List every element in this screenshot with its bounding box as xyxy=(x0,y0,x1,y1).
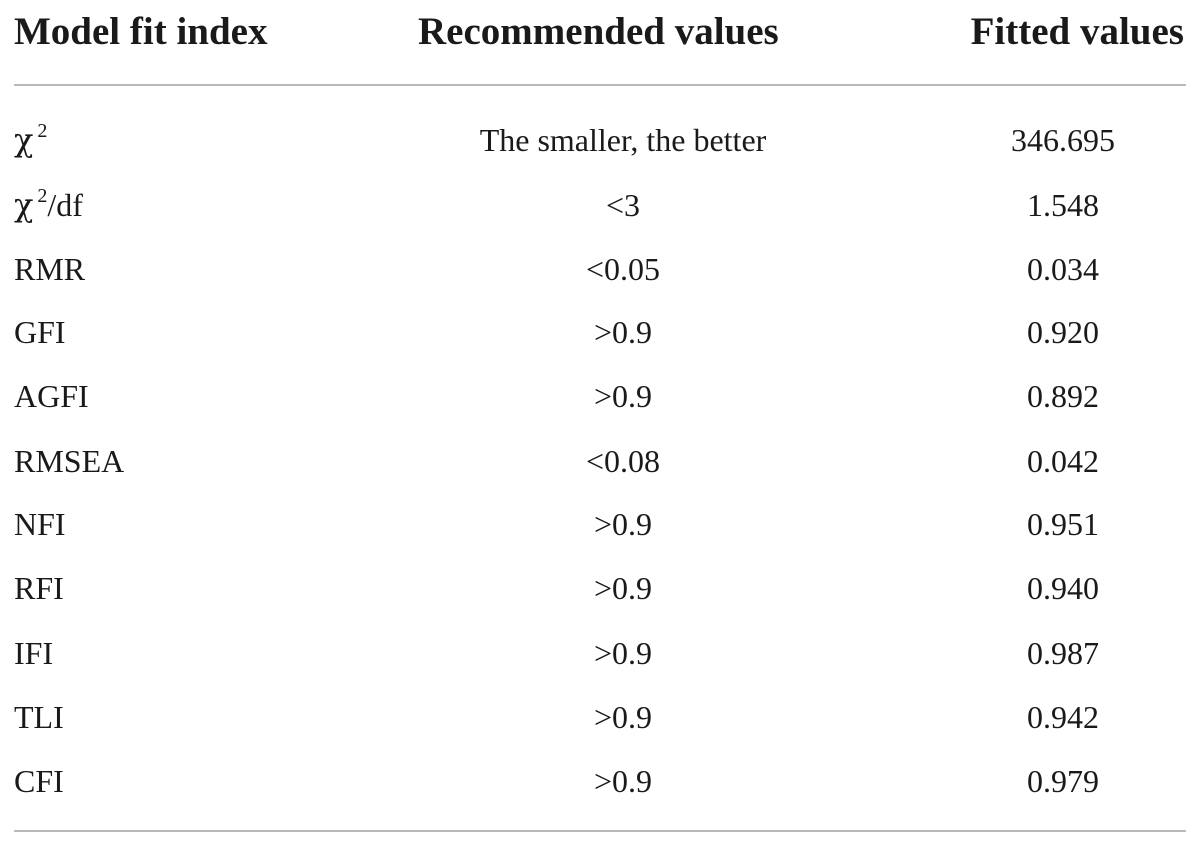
row-recommended: >0.9 xyxy=(593,314,653,350)
row-recommended: >0.9 xyxy=(593,763,653,799)
table-row: AGFI >0.9 0.892 xyxy=(0,364,1200,428)
row-index: CFI xyxy=(14,763,64,799)
row-recommended: >0.9 xyxy=(593,506,653,542)
row-fitted: 0.042 xyxy=(1027,443,1099,479)
row-recommended: >0.9 xyxy=(593,699,653,735)
row-fitted: 346.695 xyxy=(1011,122,1115,158)
header-fitted-values: Fitted values xyxy=(970,10,1184,53)
row-recommended: <0.08 xyxy=(585,443,661,479)
table-row: CFI >0.9 0.979 xyxy=(0,749,1200,813)
row-index: RMR xyxy=(14,251,86,287)
row-fitted: 0.034 xyxy=(1027,251,1099,287)
row-index: IFI xyxy=(14,635,54,671)
row-fitted: 0.940 xyxy=(1027,570,1099,606)
table-row: RMR <0.05 0.034 xyxy=(0,237,1200,301)
table-row: NFI >0.9 0.951 xyxy=(0,492,1200,556)
table-row: RMSEA <0.08 0.042 xyxy=(0,429,1200,493)
row-index: NFI xyxy=(14,506,66,542)
row-fitted: 0.951 xyxy=(1027,506,1099,542)
chi-symbol: χ xyxy=(14,121,34,159)
row-fitted: 0.987 xyxy=(1027,635,1099,671)
row-index: RMSEA xyxy=(14,443,125,479)
row-recommended: >0.9 xyxy=(593,378,653,414)
row-recommended: <3 xyxy=(605,187,641,223)
header-divider xyxy=(14,84,1186,86)
row-index: AGFI xyxy=(14,378,89,414)
table-row: χ 2/df <3 1.548 xyxy=(0,173,1200,237)
row-fitted: 0.920 xyxy=(1027,314,1099,350)
row-recommended: >0.9 xyxy=(593,635,653,671)
row-recommended: <0.05 xyxy=(585,251,661,287)
row-recommended: >0.9 xyxy=(593,570,653,606)
row-index: RFI xyxy=(14,570,64,606)
table-row: RFI >0.9 0.940 xyxy=(0,556,1200,620)
superscript: 2 xyxy=(37,120,48,142)
header-recommended-values: Recommended values xyxy=(418,10,779,53)
header-model-fit-index: Model fit index xyxy=(14,10,268,53)
row-fitted: 0.892 xyxy=(1027,378,1099,414)
index-suffix: /df xyxy=(47,187,83,223)
row-index: χ 2/df xyxy=(14,173,83,242)
row-index: TLI xyxy=(14,699,64,735)
bottom-divider xyxy=(14,830,1186,832)
table-row: GFI >0.9 0.920 xyxy=(0,300,1200,364)
table-row: IFI >0.9 0.987 xyxy=(0,621,1200,685)
row-fitted: 0.942 xyxy=(1027,699,1099,735)
row-index: GFI xyxy=(14,314,66,350)
table-header-row: Model fit index Recommended values Fitte… xyxy=(0,0,1200,86)
superscript: 2 xyxy=(37,185,48,207)
table-row: TLI >0.9 0.942 xyxy=(0,685,1200,749)
row-recommended: The smaller, the better xyxy=(479,122,767,158)
row-fitted: 1.548 xyxy=(1027,187,1099,223)
row-fitted: 0.979 xyxy=(1027,763,1099,799)
chi-symbol: χ xyxy=(14,186,34,224)
